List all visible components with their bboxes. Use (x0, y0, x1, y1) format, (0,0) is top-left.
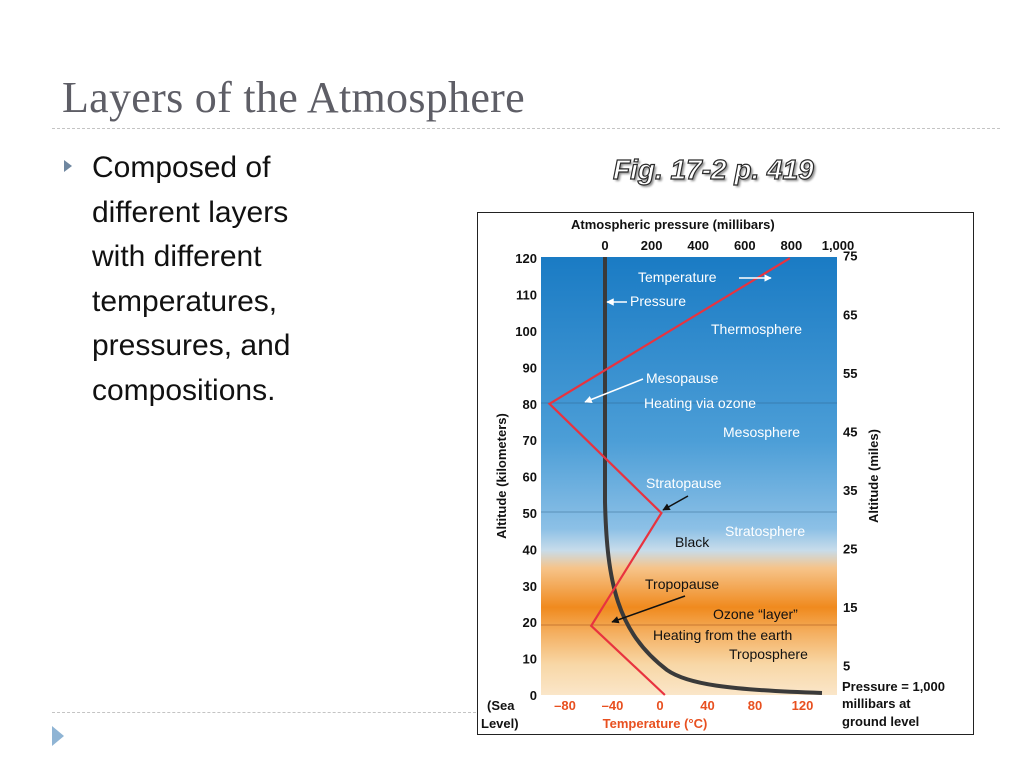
mesopause-pointer (584, 378, 644, 403)
km-tick-100: 100 (515, 324, 537, 339)
km-tick-50: 50 (523, 506, 537, 521)
mile-tick-55: 55 (843, 366, 857, 381)
km-axis-ticks: 0 10 20 30 40 50 60 70 80 90 100 110 120 (515, 251, 537, 703)
km-tick-30: 30 (523, 579, 537, 594)
mile-tick-75: 75 (843, 249, 857, 264)
km-tick-10: 10 (523, 652, 537, 667)
left-axis-title: Altitude (kilometers) (494, 413, 509, 539)
pressure-tick-200: 200 (641, 238, 663, 253)
pressure-label: Pressure (630, 293, 686, 309)
stratopause-pointer (662, 495, 689, 511)
km-tick-70: 70 (523, 433, 537, 448)
tropopause-label: Tropopause (645, 576, 719, 592)
stratosphere-label: Stratosphere (725, 523, 805, 539)
km-tick-40: 40 (523, 542, 537, 557)
temperature-tick-4: 80 (748, 698, 762, 713)
km-tick-90: 90 (523, 360, 537, 375)
temperature-tick-0: –80 (554, 698, 576, 713)
pressure-tick-400: 400 (687, 238, 709, 253)
mile-tick-45: 45 (843, 424, 857, 439)
miles-axis-ticks: 5 15 25 35 45 55 65 75 (843, 249, 857, 674)
mile-tick-5: 5 (843, 659, 850, 674)
pressure-curve (603, 257, 823, 695)
ozone-layer-label: Ozone “layer” (713, 606, 798, 622)
tropopause-pointer (611, 595, 686, 624)
atmosphere-gradient (541, 257, 837, 695)
pressure-axis-ticks: 0 200 400 600 800 1,000 (601, 238, 854, 253)
pressure-tick-1,000: 1,000 (822, 238, 855, 253)
pressure-note-3: ground level (842, 714, 919, 729)
km-tick-120: 120 (515, 251, 537, 266)
mile-tick-25: 25 (843, 542, 857, 557)
top-axis-title: Atmospheric pressure (millibars) (571, 217, 775, 232)
figure-caption: Fig. 17-2 p. 419 (612, 153, 814, 185)
temperature-tick-3: 40 (700, 698, 714, 713)
temperature-label: Temperature (638, 269, 717, 285)
play-arrow-icon[interactable] (52, 726, 64, 746)
mesosphere-label: Mesosphere (723, 424, 800, 440)
slide-title: Layers of the Atmosphere (62, 73, 525, 122)
black-label: Black (675, 534, 710, 550)
km-tick-0: 0 (530, 688, 537, 703)
temperature-tick-1: –40 (602, 698, 624, 713)
atmosphere-diagram: 0 200 400 600 800 1,000 –80 –40 0 40 80 120 0 10 20 3… (477, 212, 974, 735)
temperature-tick-5: 120 (792, 698, 814, 713)
km-tick-20: 20 (523, 615, 537, 630)
sea-level-label-2: Level) (481, 716, 519, 731)
heating-ozone-label: Heating via ozone (644, 395, 756, 411)
footer-divider (52, 712, 476, 713)
pressure-tick-0: 0 (601, 238, 608, 253)
mile-tick-15: 15 (843, 600, 857, 615)
pressure-note-1: Pressure = 1,000 (842, 679, 945, 694)
km-tick-60: 60 (523, 470, 537, 485)
pressure-tick-600: 600 (734, 238, 756, 253)
bottom-axis-title: Temperature (°C) (603, 716, 708, 731)
heating-earth-label: Heating from the earth (653, 627, 792, 643)
mesopause-label: Mesopause (646, 370, 719, 386)
thermosphere-label: Thermosphere (711, 321, 802, 337)
mile-tick-65: 65 (843, 307, 857, 322)
temperature-axis-ticks: –80 –40 0 40 80 120 (554, 698, 813, 713)
bullet-text: Composed of different layers with differ… (92, 151, 291, 407)
temperature-tick-2: 0 (656, 698, 663, 713)
triangle-bullet-icon (64, 160, 72, 172)
troposphere-label: Troposphere (729, 646, 808, 662)
stratopause-label: Stratopause (646, 475, 722, 491)
pressure-tick-800: 800 (781, 238, 803, 253)
km-tick-80: 80 (523, 397, 537, 412)
mile-tick-35: 35 (843, 483, 857, 498)
temperature-curve (547, 257, 791, 696)
sea-level-label-1: (Sea (487, 698, 515, 713)
pressure-note-2: millibars at (842, 696, 911, 711)
right-axis-title: Altitude (miles) (866, 429, 881, 523)
km-tick-110: 110 (516, 288, 537, 303)
title-divider (52, 128, 1000, 129)
